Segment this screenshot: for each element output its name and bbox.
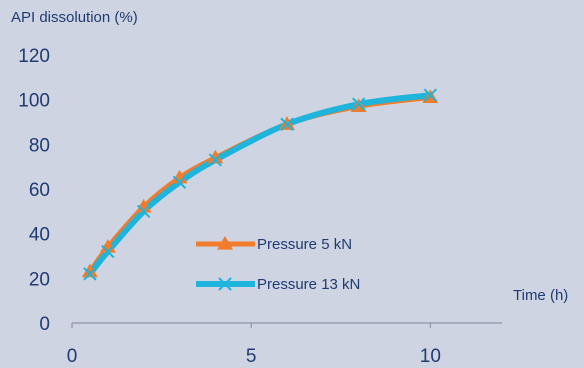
series-2-point — [83, 267, 97, 281]
series-group — [81, 88, 439, 281]
x-tick-label: 0 — [67, 346, 78, 367]
series-2-point — [208, 153, 223, 167]
y-axis-label: API dissolution (%) — [11, 9, 138, 26]
legend-marker-2 — [218, 277, 232, 291]
legend: Pressure 5 kN Pressure 13 kN — [196, 236, 360, 293]
y-tick-label: 120 — [18, 46, 50, 67]
series-1-point — [207, 149, 224, 164]
y-tick-label: 80 — [29, 135, 50, 156]
y-tick-label: 20 — [29, 269, 50, 290]
series-2-point — [101, 244, 115, 259]
y-tick-label: 40 — [29, 225, 50, 246]
x-tick-label: 5 — [246, 346, 257, 367]
y-tick-label: 60 — [29, 180, 50, 201]
y-tick-label: 100 — [18, 91, 50, 112]
legend-label-1: Pressure 5 kN — [257, 236, 352, 253]
series-2-point — [351, 97, 366, 111]
legend-label-2: Pressure 13 kN — [257, 276, 360, 293]
series-1-point — [81, 263, 98, 278]
series-2-point — [423, 88, 438, 102]
series-1-point — [99, 239, 116, 253]
series-1-point — [135, 198, 152, 213]
y-tick-label: 0 — [39, 314, 50, 335]
x-axis-label: Time (h) — [513, 287, 568, 304]
tick-labels: 0 20 40 60 80 100 120 0 5 10 — [18, 46, 441, 367]
legend-marker-1 — [217, 236, 233, 250]
series-1-point — [171, 169, 188, 184]
series-2-point — [280, 117, 294, 131]
x-tick-label: 10 — [420, 346, 441, 367]
series-2-point — [172, 175, 187, 190]
series-2-point — [136, 204, 151, 219]
